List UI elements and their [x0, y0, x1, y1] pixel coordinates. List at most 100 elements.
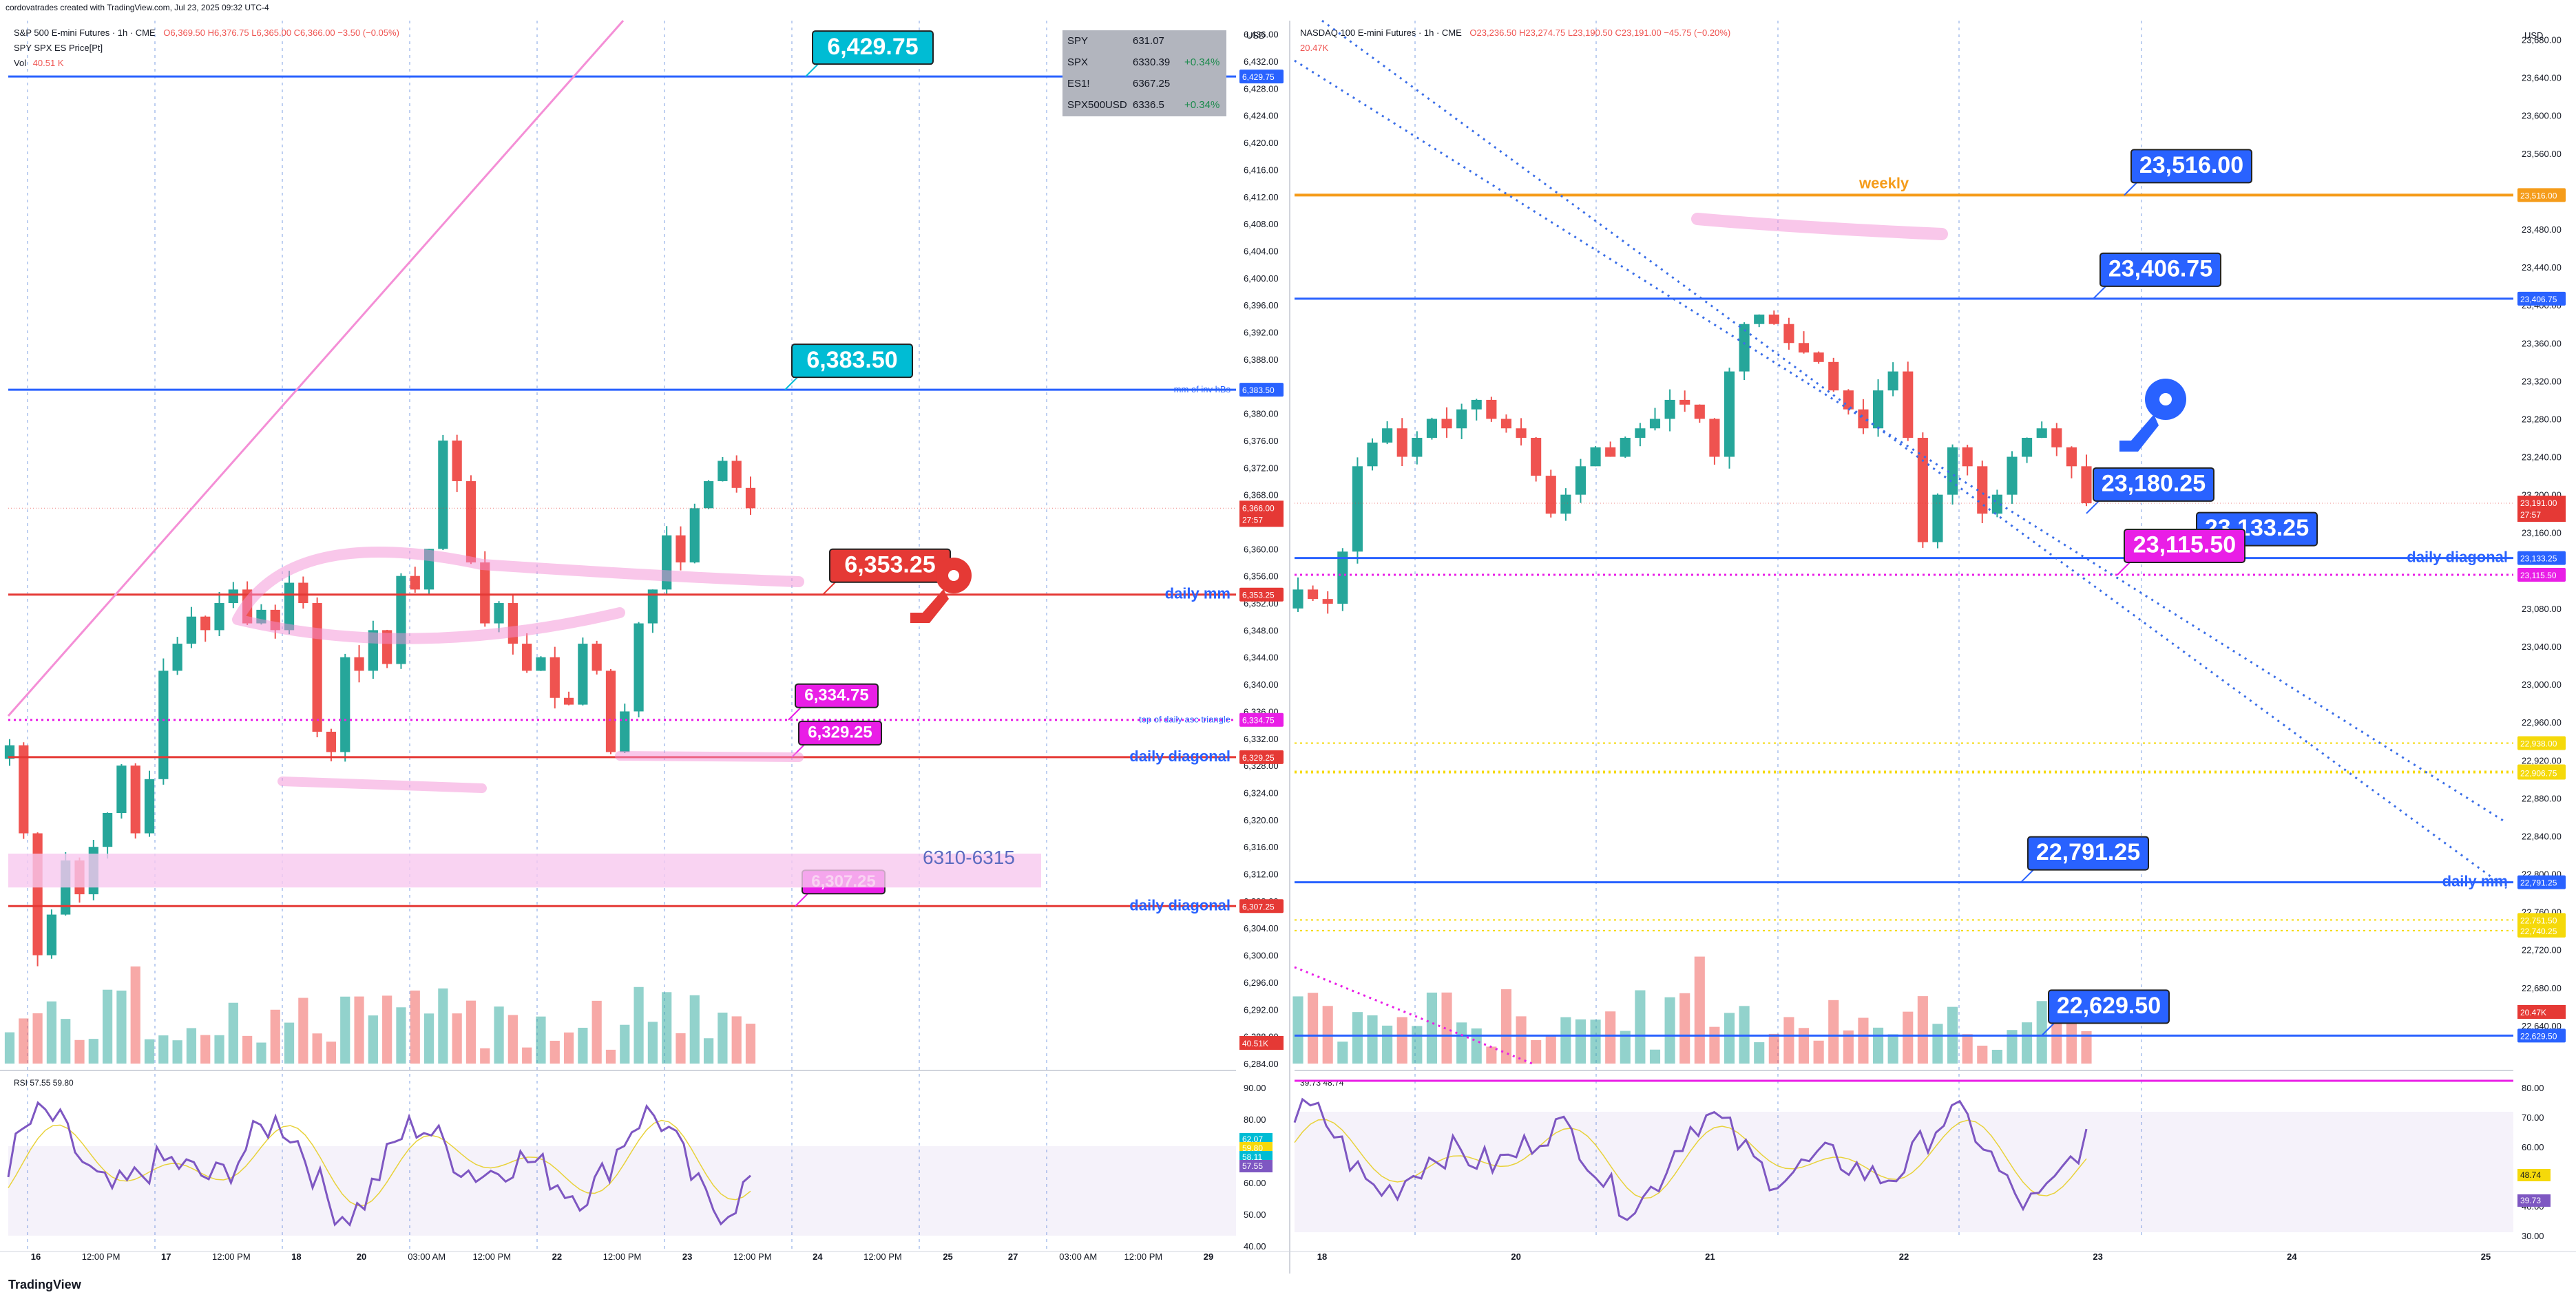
right-volume-bar [1798, 1028, 1810, 1064]
left-callout-pointer [822, 582, 836, 595]
left-volume-bar [731, 1016, 742, 1064]
right-candle-body [1754, 314, 1765, 324]
right-rsi-axis-text: 39.73 [2520, 1196, 2541, 1205]
right-currency: USD [2524, 30, 2544, 41]
right-volume-bar [1620, 1031, 1631, 1064]
left-candle-body [32, 833, 43, 955]
right-volume-bar [1590, 1020, 1601, 1064]
right-level-axis-text: 22,906.75 [2520, 769, 2557, 779]
right-level-axis-tag [2517, 188, 2566, 202]
left-y-tick: 6,416.00 [1244, 165, 1279, 175]
left-x-tick: 03:00 AM [408, 1252, 446, 1262]
left-candle-body [549, 657, 560, 698]
left-volume-bar [465, 1000, 477, 1064]
right-callout-pointer [2093, 286, 2106, 299]
left-candle-body [689, 508, 700, 563]
right-level-note: weekly [1858, 174, 1909, 191]
right-candle-body [1709, 419, 1720, 457]
left-volume-bar [368, 1015, 378, 1064]
left-candle-body [480, 562, 490, 624]
left-ohlc: O6,369.50 H6,376.75 L6,365.00 C6,366.00 … [163, 28, 399, 38]
left-volume-bar [480, 1048, 490, 1064]
right-level-note: daily diagonal [2407, 549, 2508, 566]
left-rsi-tick: 80.00 [1244, 1115, 1266, 1125]
watchlist-symbol: ES1! [1067, 78, 1090, 89]
left-level-axis-text: 6,383.50 [1242, 386, 1275, 395]
left-volume-bar [354, 996, 364, 1064]
left-rsi-axis-text: 57.55 [1242, 1161, 1263, 1171]
left-volume-bar [452, 1013, 462, 1064]
left-volume-bar [662, 992, 672, 1064]
left-level-axis-text: 6,429.75 [1242, 72, 1275, 82]
right-volume-bar [1843, 1030, 1854, 1064]
left-level-axis-tag [1239, 750, 1284, 764]
right-highlight-scribble [1691, 213, 1948, 240]
right-candle-body [1947, 447, 1958, 495]
right-y-tick: 22,640.00 [2522, 1021, 2562, 1031]
right-volume-bar [1754, 1042, 1765, 1064]
right-volume-bar [1768, 1033, 1779, 1064]
right-candle-body [1872, 390, 1884, 429]
right-level-axis-text: 22,629.50 [2520, 1031, 2557, 1041]
left-level-note: daily diagonal [1129, 748, 1231, 765]
right-volume-bar [1456, 1022, 1467, 1064]
left-candle-body [703, 480, 714, 509]
right-candle-body [1322, 599, 1333, 604]
right-volume-bar [1396, 1017, 1407, 1064]
left-x-tick: 12:00 PM [472, 1252, 511, 1262]
left-countdown-text: 27:57 [1242, 515, 1263, 525]
left-level-note: daily diagonal [1129, 896, 1231, 913]
left-candle-body [676, 535, 686, 563]
left-volume-bar [591, 1000, 602, 1064]
left-y-tick: 6,332.00 [1244, 734, 1279, 744]
left-volume-bar [186, 1028, 197, 1064]
left-candle-body [438, 440, 448, 549]
right-x-tick: 21 [1705, 1252, 1715, 1262]
right-candle-body [1739, 324, 1750, 372]
right-candle-body [1382, 428, 1393, 443]
right-volume-bar [1486, 1046, 1497, 1064]
right-volume-bar [1694, 956, 1705, 1064]
right-ohlc: O23,236.50 H23,274.75 L23,190.50 C23,191… [1469, 28, 1731, 38]
left-candle-body [312, 603, 322, 732]
right-y-tick: 22,720.00 [2522, 945, 2562, 955]
right-volume-bar [2081, 1031, 2092, 1064]
left-volume-bar [633, 986, 644, 1064]
right-candle-body [1396, 428, 1407, 457]
right-level-axis-tag [2517, 1028, 2566, 1043]
left-level-note: top of daily asc triangle [1139, 715, 1231, 725]
left-candle-body [536, 657, 546, 671]
left-volume-bar [326, 1042, 337, 1064]
left-y-tick: 6,344.00 [1244, 653, 1279, 663]
right-candle-body [1635, 428, 1646, 438]
left-volume-bar [396, 1007, 406, 1064]
right-volume-bar [2007, 1030, 2018, 1064]
left-volume-bar [507, 1015, 518, 1064]
right-candle-body [1516, 428, 1527, 438]
right-y-tick: 23,680.00 [2522, 35, 2562, 45]
key-icon-shaft [910, 589, 949, 623]
right-candle-body [1352, 466, 1363, 552]
left-y-tick: 6,292.00 [1244, 1004, 1279, 1015]
watchlist-symbol: SPX [1067, 56, 1088, 68]
right-callout-pointer [2041, 1022, 2055, 1037]
watchlist-price: 6367.25 [1133, 78, 1170, 89]
left-volume-bar [620, 1024, 630, 1064]
left-callout-text: 6,334.75 [804, 686, 868, 705]
left-zone-label: 6310-6315 [923, 847, 1015, 868]
right-level-axis-text: 23,406.75 [2520, 295, 2557, 304]
right-rsi-ma-line [1294, 1119, 2087, 1199]
left-candle-body [46, 914, 57, 955]
left-candle-body [633, 623, 644, 712]
right-candle-body [1991, 494, 2002, 514]
left-y-tick: 6,316.00 [1244, 842, 1279, 852]
right-volume-bar [1932, 1024, 1943, 1064]
left-candle-body [731, 461, 742, 488]
right-candle-body [1486, 399, 1497, 419]
left-volume-bar [423, 1013, 434, 1064]
left-volume-bar [242, 1035, 253, 1064]
right-volume-bar [1679, 993, 1690, 1064]
left-candle-body [186, 616, 197, 644]
left-volume-bar [284, 1022, 295, 1064]
